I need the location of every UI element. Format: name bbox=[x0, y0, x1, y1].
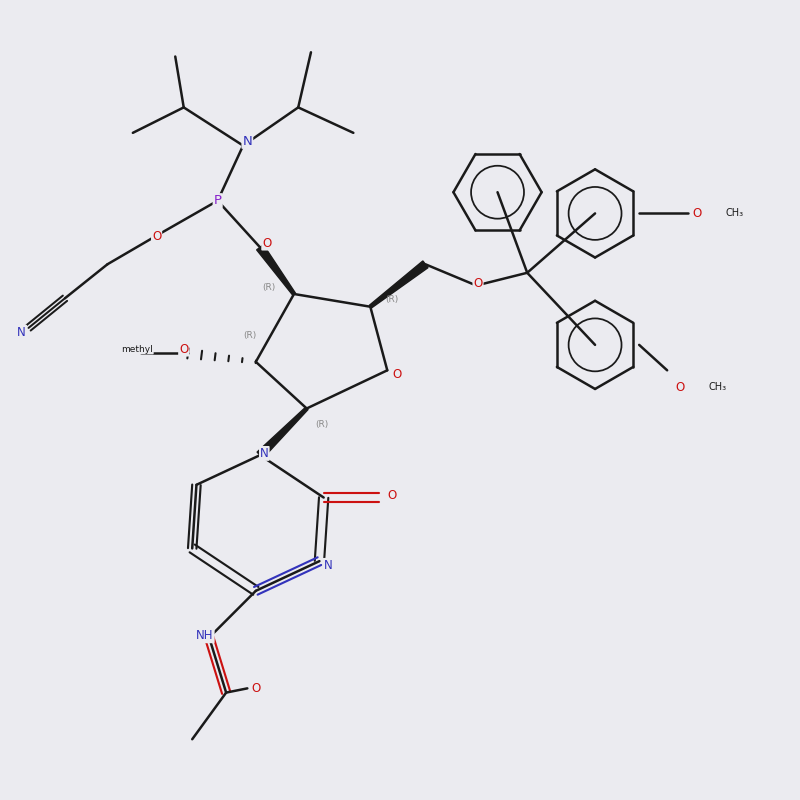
Text: P: P bbox=[214, 194, 222, 207]
Text: N: N bbox=[323, 559, 332, 572]
Text: NH: NH bbox=[196, 630, 214, 642]
Text: O: O bbox=[393, 368, 402, 381]
Polygon shape bbox=[257, 245, 295, 295]
Text: O: O bbox=[262, 237, 271, 250]
Text: O: O bbox=[152, 230, 162, 243]
Text: O: O bbox=[179, 342, 188, 356]
Text: methyl: methyl bbox=[122, 345, 153, 354]
Polygon shape bbox=[257, 407, 308, 458]
Text: CH₃: CH₃ bbox=[726, 209, 744, 218]
Text: O: O bbox=[387, 490, 396, 502]
Text: O: O bbox=[675, 381, 685, 394]
Text: N: N bbox=[18, 326, 26, 338]
Text: O: O bbox=[251, 682, 261, 695]
Polygon shape bbox=[370, 261, 428, 308]
Text: (R): (R) bbox=[243, 331, 256, 340]
Text: (R): (R) bbox=[315, 420, 329, 429]
Text: O: O bbox=[692, 207, 702, 220]
Text: O: O bbox=[474, 278, 482, 290]
Text: CH₃: CH₃ bbox=[709, 382, 727, 392]
Text: N: N bbox=[242, 135, 252, 148]
Text: (R): (R) bbox=[262, 282, 275, 292]
Text: (R): (R) bbox=[386, 295, 399, 305]
Text: N: N bbox=[260, 447, 269, 460]
